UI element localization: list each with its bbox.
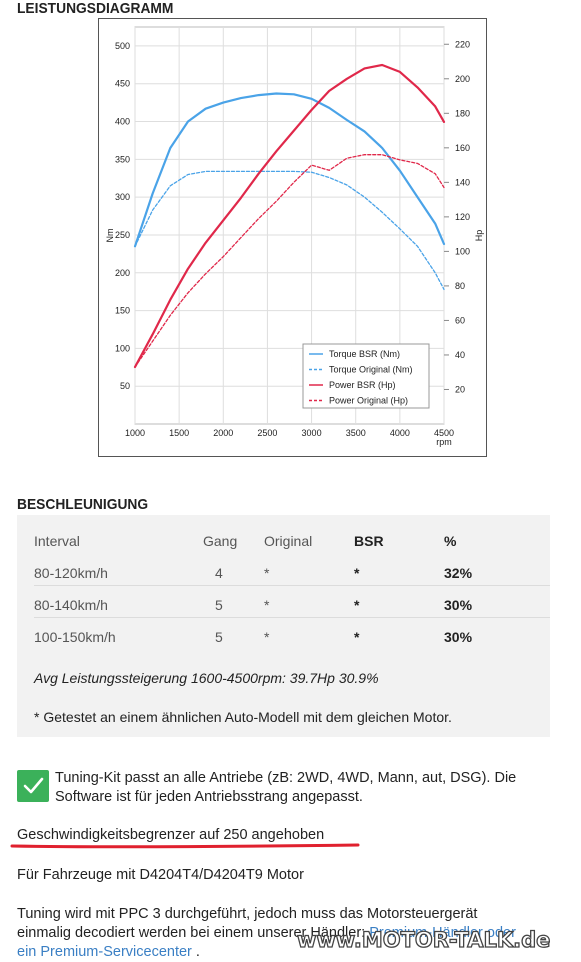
header-original: Original <box>264 533 313 549</box>
tuning-line-2-text: einmalig decodiert werden bei einem unse… <box>17 925 370 941</box>
series-line-4 <box>134 154 445 368</box>
y-tick-label: 300 <box>115 192 130 202</box>
y2-axis-label: Hp <box>474 230 484 242</box>
y2-tick-label: 80 <box>455 281 465 291</box>
y-axis-label: Nm <box>105 229 115 243</box>
row2-interval: 80-140km/h <box>34 597 108 613</box>
y2-tick-label: 160 <box>455 143 470 153</box>
x-tick-label: 4000 <box>390 428 410 438</box>
x-tick-label: 3000 <box>302 428 322 438</box>
x-tick-label: 2000 <box>213 428 233 438</box>
y2-tick-label: 100 <box>455 246 470 256</box>
legend-label: Torque Original (Nm) <box>329 365 413 375</box>
header-gang: Gang <box>203 533 238 549</box>
row3-gang: 5 <box>215 629 223 645</box>
row1-gang: 4 <box>215 565 223 581</box>
acceleration-title: BESCHLEUNIGUNG <box>17 496 149 513</box>
row3-original: * <box>264 629 270 645</box>
row2-percent: 30% <box>444 597 473 613</box>
kit-line-2: Software ist für jeden Antriebsstrang an… <box>55 789 363 805</box>
series-line-3 <box>133 63 446 369</box>
y2-tick-label: 200 <box>455 74 470 84</box>
header-percent: % <box>444 533 457 549</box>
y2-tick-label: 20 <box>455 384 465 394</box>
y-tick-label: 100 <box>115 343 130 353</box>
y2-tick-label: 120 <box>455 212 470 222</box>
kit-line-1: Tuning-Kit passt an alle Antriebe (zB: 2… <box>55 770 517 786</box>
engine-code-text: Für Fahrzeuge mit D4204T4/D4204T9 Motor <box>17 867 304 883</box>
row1-percent: 32% <box>444 565 473 581</box>
y2-tick-label: 40 <box>455 350 465 360</box>
y-tick-label: 50 <box>120 381 130 391</box>
avg-gain-text: Avg Leistungssteigerung 1600-4500rpm: 39… <box>34 670 379 686</box>
speed-limiter-text: Geschwindigkeitsbegrenzer auf 250 angeho… <box>17 827 325 843</box>
header-bsr: BSR <box>354 533 384 549</box>
row3-interval: 100-150km/h <box>34 629 116 645</box>
test-footnote: * Getestet an einem ähnlichen Auto-Model… <box>34 709 452 725</box>
row1-bsr: * <box>354 565 360 581</box>
header-interval: Interval <box>34 533 80 549</box>
y-tick-label: 350 <box>115 154 130 164</box>
y-tick-label: 450 <box>115 79 130 89</box>
row-divider <box>34 585 550 586</box>
row2-original: * <box>264 597 270 613</box>
check-icon <box>17 770 49 802</box>
kit-compatibility-text: Tuning-Kit passt an alle Antriebe (zB: 2… <box>55 769 575 807</box>
y2-tick-label: 60 <box>455 315 465 325</box>
red-underline-mark <box>10 843 360 849</box>
row2-bsr: * <box>354 597 360 613</box>
tuning-line-1: Tuning wird mit PPC 3 durchgeführt, jedo… <box>17 906 478 922</box>
series-line-1 <box>133 92 446 248</box>
row1-interval: 80-120km/h <box>34 565 108 581</box>
chart-svg: 50 100 150 200 250 300 350 400 450 500 20 40 60 80 100… <box>105 26 484 447</box>
x-tick-label: 3500 <box>346 428 366 438</box>
watermark-text: www.MOTOR-TALK.de <box>296 927 551 952</box>
row2-gang: 5 <box>215 597 223 613</box>
y-tick-label: 250 <box>115 230 130 240</box>
tuning-line-3: ein Premium-Servicecenter . <box>17 943 577 962</box>
x-axis-label: rpm <box>436 437 452 447</box>
x-tick-label: 2500 <box>257 428 277 438</box>
legend-box <box>302 343 430 409</box>
premium-servicecenter-link[interactable]: ein Premium-Servicecenter <box>17 944 192 960</box>
y-tick-label: 400 <box>115 117 130 127</box>
acceleration-table: Interval Gang Original BSR % 80-120km/h … <box>17 515 550 737</box>
y-tick-label: 200 <box>115 268 130 278</box>
tuning-info-text: Tuning wird mit PPC 3 durchgeführt, jedo… <box>17 905 577 962</box>
row1-original: * <box>264 565 270 581</box>
legend-label: Torque BSR (Nm) <box>329 349 400 359</box>
y-tick-label: 500 <box>115 41 130 51</box>
legend-label: Power BSR (Hp) <box>329 380 396 390</box>
y2-tick-label: 220 <box>455 39 470 49</box>
row3-bsr: * <box>354 629 360 645</box>
series-line-2 <box>134 170 445 291</box>
tuning-end: . <box>191 944 200 960</box>
x-tick-label: 1000 <box>125 428 145 438</box>
power-diagram: 50 100 150 200 250 300 350 400 450 500 20 40 60 80 100… <box>98 18 487 457</box>
x-tick-label: 4500 <box>434 428 454 438</box>
row-divider <box>34 617 550 618</box>
y2-tick-label: 140 <box>455 177 470 187</box>
diagram-title: LEISTUNGSDIAGRAMM <box>17 0 174 17</box>
legend-label: Power Original (Hp) <box>329 396 408 406</box>
y-tick-label: 150 <box>115 306 130 316</box>
y2-tick-label: 180 <box>455 108 470 118</box>
row3-percent: 30% <box>444 629 473 645</box>
x-tick-label: 1500 <box>169 428 189 438</box>
premium-dealer-link[interactable]: Premium-Händler oder <box>369 925 516 941</box>
tuning-line-2: einmalig decodiert werden bei einem unse… <box>17 924 577 943</box>
